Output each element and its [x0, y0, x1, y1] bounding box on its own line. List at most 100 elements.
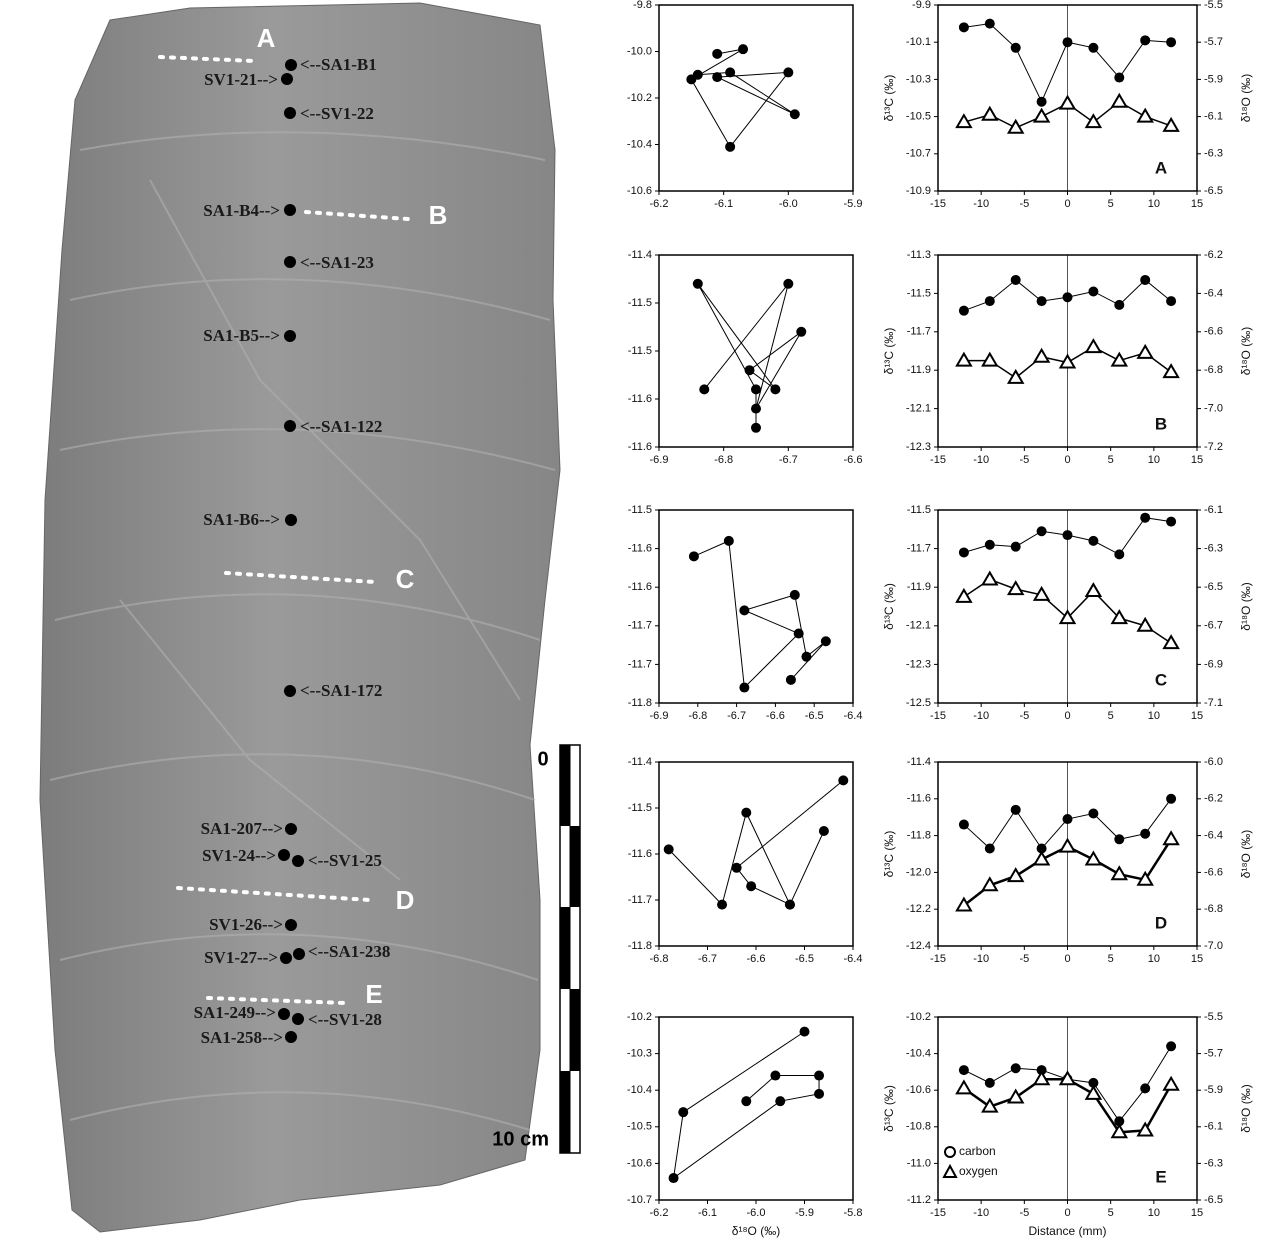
- legend-label: carbon: [959, 1144, 996, 1158]
- point: [801, 652, 811, 662]
- x-tick-label: -6.6: [747, 953, 766, 965]
- point: [985, 296, 995, 306]
- section-label: B: [1155, 414, 1167, 433]
- oxygen-marker: [1086, 853, 1100, 865]
- x-axis-label: Distance (mm): [1028, 1224, 1106, 1238]
- point: [770, 384, 780, 394]
- oxygen-marker: [1009, 1091, 1023, 1103]
- y2-tick-label: -6.5: [1204, 581, 1223, 593]
- point: [1166, 37, 1176, 47]
- y-tick-label: -11.7: [628, 658, 652, 670]
- sample-label: SV1-21-->: [204, 70, 278, 89]
- point: [751, 423, 761, 433]
- point: [794, 629, 804, 639]
- y2-tick-label: -6.3: [1204, 1157, 1223, 1169]
- y-tick-label: -11.9: [907, 364, 931, 376]
- y-tick-label: -10.2: [906, 1011, 931, 1023]
- y2-axis-label: δ¹⁸O (‰): [1239, 582, 1253, 630]
- x-tick-label: -6.8: [688, 710, 707, 722]
- oxygen-marker: [1061, 840, 1075, 852]
- point: [1011, 1063, 1021, 1073]
- y-tick-label: -12.3: [906, 658, 931, 670]
- oxygen-marker: [1138, 346, 1152, 358]
- x-tick-label: -6.9: [650, 454, 669, 466]
- point: [1011, 542, 1021, 552]
- x-tick-label: -6.8: [714, 454, 733, 466]
- sample-label: SA1-B6-->: [203, 510, 280, 529]
- section-letter: A: [257, 23, 276, 53]
- y-tick-label: -11.5: [628, 345, 652, 357]
- x-tick-label: -15: [930, 953, 946, 965]
- y-tick-label: -11.4: [628, 249, 652, 261]
- x-tick-label: -6.6: [766, 710, 785, 722]
- x-tick-label: -5.8: [844, 1207, 863, 1219]
- y-tick-label: -11.7: [907, 326, 931, 338]
- y2-tick-label: -6.9: [1204, 658, 1223, 670]
- sample-label: <--SV1-28: [308, 1010, 382, 1029]
- y2-tick-label: -6.0: [1204, 756, 1223, 768]
- oxygen-marker: [1138, 1123, 1152, 1135]
- point: [1011, 805, 1021, 815]
- y-tick-label: -10.3: [627, 1048, 652, 1060]
- x-tick-label: -6.8: [650, 953, 669, 965]
- oxygen-marker: [1164, 1078, 1178, 1090]
- point: [1166, 1041, 1176, 1051]
- figure: <--SA1-B1 SV1-21--> <--SV1-22 SA1-B4--> …: [0, 0, 1269, 1249]
- oxygen-marker: [1061, 97, 1075, 109]
- y-tick-label: -11.6: [628, 441, 652, 453]
- point: [725, 67, 735, 77]
- oxygen-marker: [1086, 584, 1100, 596]
- x-tick-label: 15: [1191, 710, 1203, 722]
- point: [959, 1065, 969, 1075]
- oxygen-marker: [1112, 867, 1126, 879]
- plot-frame: [659, 5, 853, 191]
- y-tick-label: -11.2: [907, 1194, 931, 1206]
- y2-tick-label: -6.4: [1204, 287, 1223, 299]
- connector: [691, 49, 794, 147]
- y-tick-label: -11.5: [907, 287, 931, 299]
- point: [725, 142, 735, 152]
- point: [1114, 300, 1124, 310]
- point: [1063, 530, 1073, 540]
- sample-label: <--SA1-172: [300, 681, 382, 700]
- y-axis-label: δ¹³C (‰): [882, 831, 896, 878]
- point: [699, 384, 709, 394]
- point: [732, 863, 742, 873]
- point: [959, 820, 969, 830]
- oxygen-marker: [957, 590, 971, 602]
- plot-frame: [659, 762, 853, 946]
- oxygen-marker: [1035, 350, 1049, 362]
- y2-tick-label: -6.5: [1204, 1194, 1223, 1206]
- section-letter: C: [396, 564, 415, 594]
- x-tick-label: -6.4: [844, 953, 863, 965]
- section-label: C: [1155, 670, 1167, 689]
- x-tick-label: -10: [973, 1207, 989, 1219]
- y-tick-label: -10.1: [906, 36, 931, 48]
- x-tick-label: 10: [1148, 710, 1160, 722]
- y-tick-label: -12.0: [906, 866, 931, 878]
- y-tick-label: -10.7: [627, 1194, 652, 1206]
- y-tick-label: -11.5: [628, 504, 652, 516]
- y-tick-label: -11.8: [907, 830, 931, 842]
- y-tick-label: -11.7: [907, 543, 931, 555]
- section-letter: D: [396, 885, 415, 915]
- specimen-photo: <--SA1-B1 SV1-21--> <--SV1-22 SA1-B4--> …: [40, 3, 560, 1232]
- y2-tick-label: -6.2: [1204, 249, 1223, 261]
- y2-tick-label: -6.7: [1204, 620, 1223, 632]
- oxygen-marker: [1112, 95, 1126, 107]
- y-tick-label: -9.9: [912, 0, 931, 11]
- connector: [694, 541, 826, 688]
- y-tick-label: -10.5: [906, 111, 931, 123]
- y-tick-label: -10.2: [627, 1011, 652, 1023]
- sample-label: SA1-258-->: [201, 1028, 283, 1047]
- y-tick-label: -11.0: [907, 1157, 931, 1169]
- point: [985, 19, 995, 29]
- point: [1037, 526, 1047, 536]
- sample-label: <--SA1-122: [300, 417, 382, 436]
- x-tick-label: -10: [973, 454, 989, 466]
- x-tick-label: -5.9: [844, 198, 863, 210]
- point: [1114, 73, 1124, 83]
- y2-tick-label: -5.7: [1204, 36, 1223, 48]
- point: [739, 683, 749, 693]
- sample-label: <--SV1-25: [308, 851, 382, 870]
